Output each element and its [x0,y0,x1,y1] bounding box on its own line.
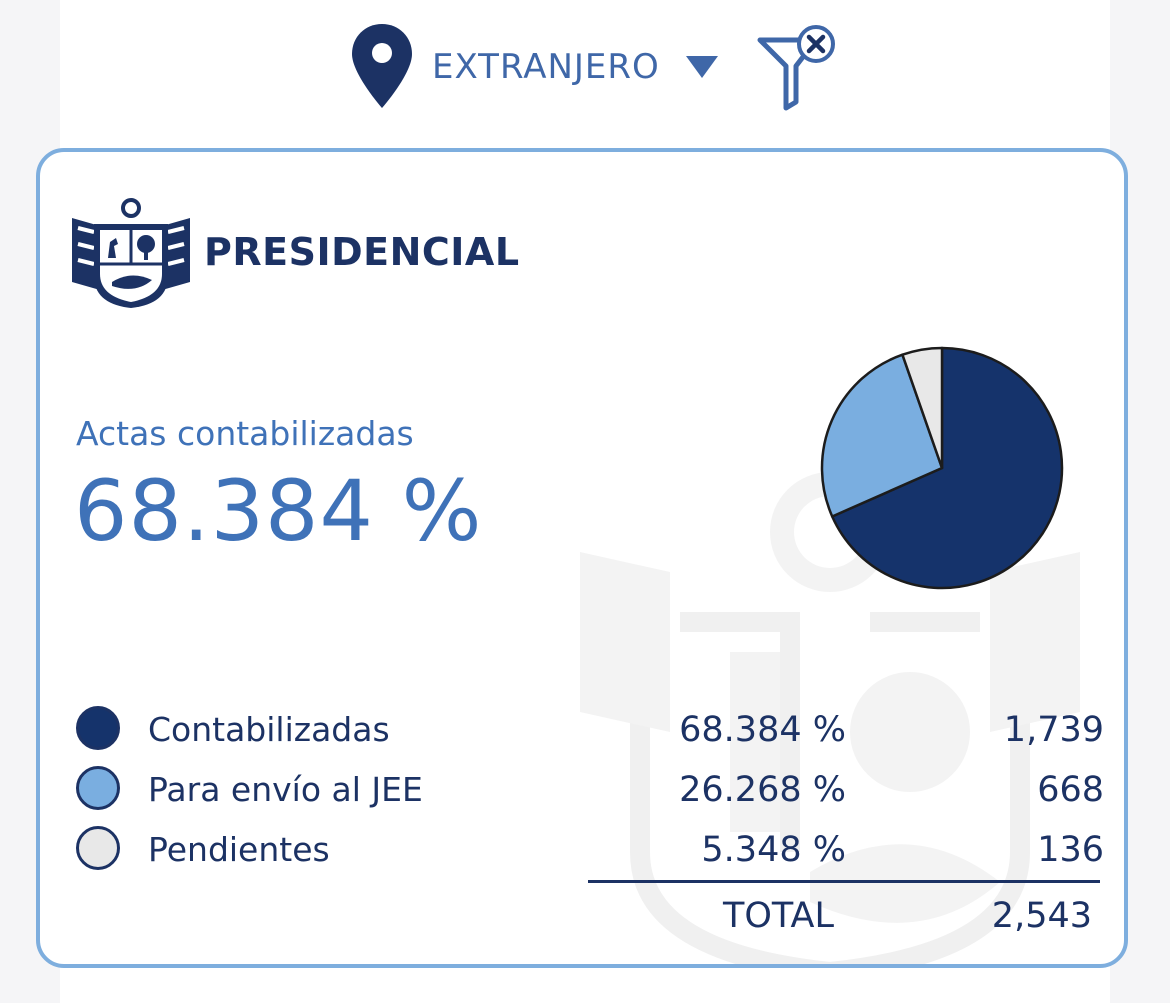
pie-slice-contabilizadas [830,346,1064,590]
pie-slice-para-env-o-al-jee [820,353,944,518]
legend-percentage: 26.268 % [679,770,846,810]
legend-swatch-pendientes [76,826,120,870]
legend-count: 136 [1037,830,1104,870]
total-divider [588,880,1100,883]
caret-down-icon [685,56,718,78]
legend-percentage: 68.384 % [679,710,846,750]
election-type-title: PRESIDENCIAL [204,230,520,274]
legend-row-para-envio-jee: Para envío al JEE 26.268 % 668 [72,760,1104,816]
legend-label: Contabilizadas [148,710,390,749]
legend-swatch-para-envio-jee [76,766,120,810]
region-dropdown[interactable]: EXTRANJERO [432,44,718,90]
total-label: TOTAL [722,896,834,936]
legend-count: 1,739 [1003,710,1104,750]
actas-contabilizadas-label: Actas contabilizadas [76,414,414,453]
pie-slice-pendientes [901,346,944,470]
clear-filter-icon[interactable] [756,24,840,112]
legend-row-contabilizadas: Contabilizadas 68.384 % 1,739 [72,700,1104,756]
legend-label: Pendientes [148,830,330,869]
legend-row-pendientes: Pendientes 5.348 % 136 [72,820,1104,876]
total-value: 2,543 [991,896,1092,936]
peru-coat-of-arms-emblem [72,198,190,308]
map-pin-icon [352,24,412,108]
actas-contabilizadas-percentage: 68.384 % [74,462,483,560]
region-dropdown-label: EXTRANJERO [432,47,660,87]
coat-of-arms-watermark [580,472,1080,964]
legend-label: Para envío al JEE [148,770,423,809]
filter-bar: EXTRANJERO [0,0,1170,130]
presidential-results-card: PRESIDENCIAL Actas contabilizadas 68.384… [36,148,1128,968]
results-pie-chart [820,346,1064,590]
legend-swatch-contabilizadas [76,706,120,750]
legend-count: 668 [1037,770,1104,810]
legend-percentage: 5.348 % [701,830,846,870]
